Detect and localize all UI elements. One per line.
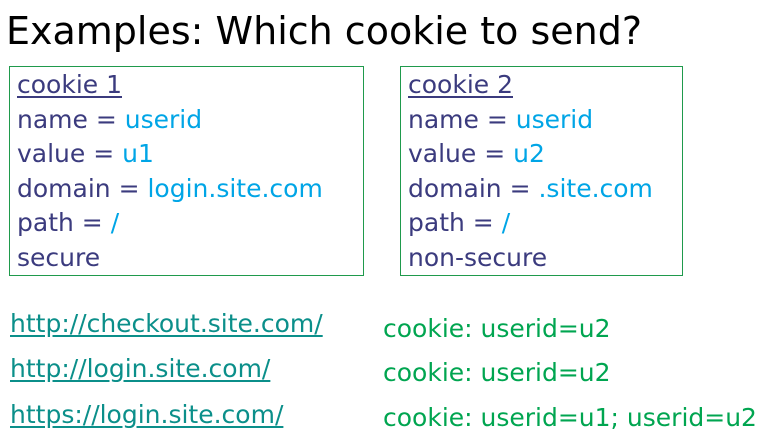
cookie-2-name-label: name = — [408, 104, 516, 134]
cookie-2-header[interactable]: cookie 2 — [408, 70, 513, 99]
cookie-2-domain-row: domain = .site.com — [408, 172, 682, 207]
cookie-1-name-value: userid — [124, 104, 203, 134]
cookie-1-security: secure — [17, 242, 101, 272]
cookie-1-value-row: value = u1 — [17, 137, 363, 172]
cookie-1-value-label: value = — [17, 139, 123, 168]
cookie-1-domain-value: login.site.com — [147, 173, 323, 203]
cookie-2-path-row: path = / — [408, 206, 682, 241]
cookie-1-box: cookie 1 name = userid value = u1 domain… — [9, 66, 364, 276]
example-url-checkout-http[interactable]: http://checkout.site.com/ — [10, 309, 323, 338]
cookie-1-value-value: u1 — [122, 139, 154, 168]
page-title: Examples: Which cookie to send? — [6, 9, 642, 53]
cookie-2-name-row: name = userid — [408, 103, 682, 138]
cookie-1-header[interactable]: cookie 1 — [17, 70, 122, 99]
cookie-1-path-row: path = / — [17, 206, 363, 241]
cookie-2-name-value: userid — [515, 104, 594, 134]
example-result-login-https: cookie: userid=u1; userid=u2 — [383, 403, 757, 432]
cookie-2-value-value: u2 — [513, 139, 545, 168]
cookie-2-domain-value: .site.com — [538, 173, 653, 203]
cookie-1-path-value: / — [110, 208, 120, 237]
cookie-1-domain-label: domain = — [17, 173, 148, 203]
example-url-login-http[interactable]: http://login.site.com/ — [10, 354, 271, 383]
cookie-2-path-label: path = — [408, 208, 502, 237]
example-result-checkout-http: cookie: userid=u2 — [383, 314, 611, 343]
cookie-2-path-value: / — [501, 208, 511, 237]
cookie-2-security: non-secure — [408, 242, 548, 272]
cookie-2-value-label: value = — [408, 139, 514, 168]
example-url-login-https[interactable]: https://login.site.com/ — [10, 400, 284, 429]
cookie-1-name-row: name = userid — [17, 103, 363, 138]
cookie-1-name-label: name = — [17, 104, 125, 134]
cookie-2-domain-label: domain = — [408, 173, 539, 203]
cookie-2-value-row: value = u2 — [408, 137, 682, 172]
cookie-1-domain-row: domain = login.site.com — [17, 172, 363, 207]
cookie-1-path-label: path = — [17, 208, 111, 237]
example-result-login-http: cookie: userid=u2 — [383, 358, 611, 387]
cookie-2-box: cookie 2 name = userid value = u2 domain… — [400, 66, 683, 276]
